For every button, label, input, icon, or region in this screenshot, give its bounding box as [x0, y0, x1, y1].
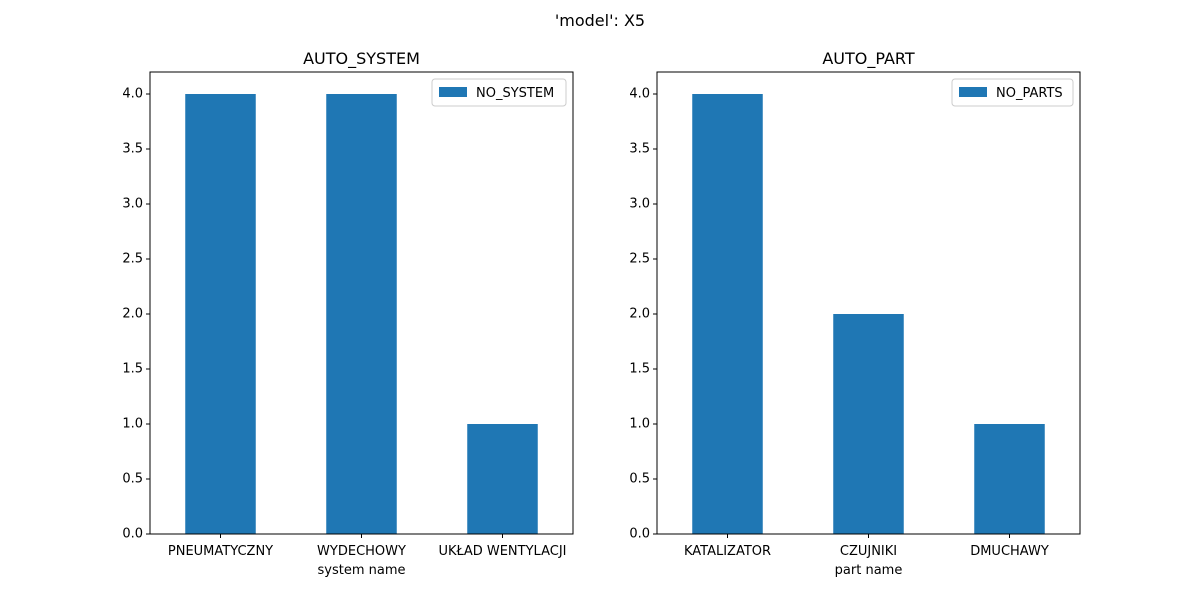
- bar-1-2: [974, 424, 1045, 534]
- ytick-label-1-8: 4.0: [629, 87, 650, 102]
- ytick-label-0-6: 3.0: [122, 197, 143, 212]
- ytick-label-0-3: 1.5: [122, 362, 143, 377]
- ytick-label-0-5: 2.5: [122, 252, 143, 267]
- legend-label-1: NO_PARTS: [996, 86, 1063, 101]
- ytick-label-0-2: 1.0: [122, 417, 143, 432]
- xaxis-label-1: part name: [835, 563, 903, 578]
- bar-1-1: [833, 314, 904, 534]
- ytick-label-0-4: 2.0: [122, 307, 143, 322]
- xtick-label-1-1: CZUJNIKI: [840, 544, 897, 559]
- xtick-label-0-1: WYDECHOWY: [317, 544, 406, 559]
- chart-title-0: AUTO_SYSTEM: [303, 49, 420, 69]
- legend-1: [951, 78, 1074, 107]
- legend-label-0: NO_SYSTEM: [476, 86, 554, 101]
- ytick-label-1-1: 0.5: [629, 472, 650, 487]
- ytick-label-0-7: 3.5: [122, 142, 143, 157]
- legend-swatch-1: [959, 87, 987, 97]
- ytick-label-0-1: 0.5: [122, 472, 143, 487]
- ytick-label-0-0: 0.0: [122, 527, 143, 542]
- ytick-label-0-8: 4.0: [122, 87, 143, 102]
- ytick-label-1-4: 2.0: [629, 307, 650, 322]
- legend-0: [431, 78, 567, 107]
- ytick-label-1-0: 0.0: [629, 527, 650, 542]
- ytick-label-1-7: 3.5: [629, 142, 650, 157]
- xtick-label-0-2: UKŁAD WENTYLACJI: [438, 544, 566, 559]
- figure-title: 'model': X5: [555, 11, 645, 30]
- bar-1-0: [692, 94, 763, 534]
- bar-0-2: [467, 424, 538, 534]
- xaxis-label-0: system name: [318, 563, 406, 578]
- bar-0-0: [185, 94, 256, 534]
- xtick-label-1-0: KATALIZATOR: [684, 544, 771, 559]
- xtick-label-0-0: PNEUMATYCZNY: [168, 544, 273, 559]
- ytick-label-1-2: 1.0: [629, 417, 650, 432]
- ytick-label-1-3: 1.5: [629, 362, 650, 377]
- legend-swatch-0: [439, 87, 467, 97]
- ytick-label-1-5: 2.5: [629, 252, 650, 267]
- xtick-label-1-2: DMUCHAWY: [970, 544, 1049, 559]
- ytick-label-1-6: 3.0: [629, 197, 650, 212]
- chart-title-1: AUTO_PART: [822, 49, 915, 69]
- bar-0-1: [326, 94, 397, 534]
